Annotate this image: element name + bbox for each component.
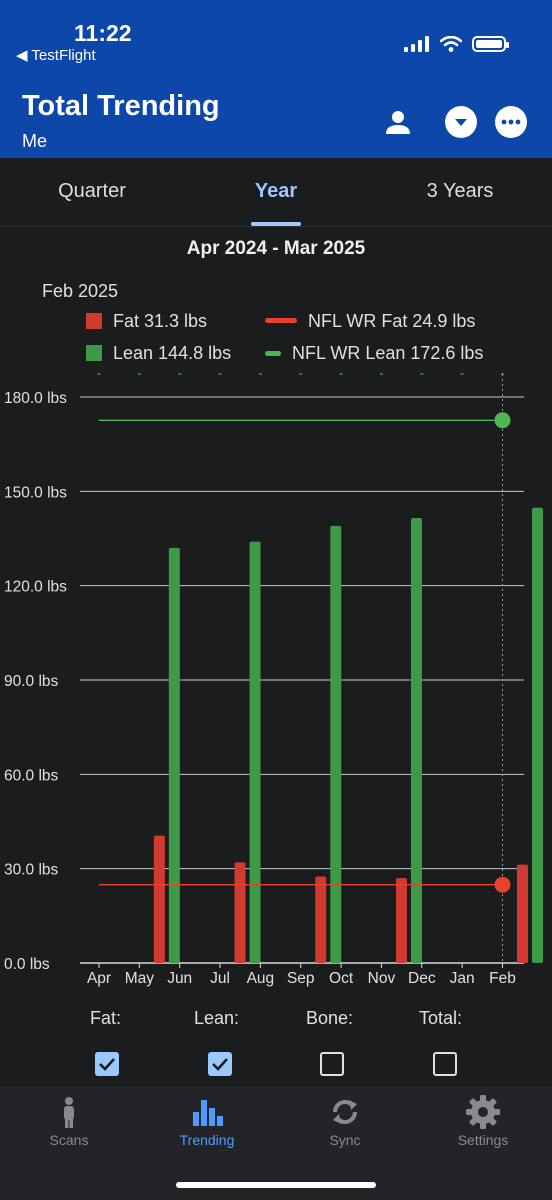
y-tick-label: 120.0 lbs <box>4 579 67 596</box>
lean-bar <box>249 541 261 963</box>
x-tick-label: Jun <box>167 970 192 987</box>
wifi-icon <box>440 36 462 52</box>
fat-bar <box>395 878 407 963</box>
y-tick-label: 180.0 lbs <box>4 390 67 407</box>
check-icon <box>99 1058 115 1071</box>
page-title: Total Trending <box>22 90 220 122</box>
lean-bar <box>330 525 342 963</box>
x-tick-label: Feb <box>489 970 516 987</box>
x-tick-label: Nov <box>368 970 396 987</box>
x-tick-label: May <box>125 970 155 987</box>
profile-name: Me <box>22 131 48 151</box>
legend-date: Feb 2025 <box>42 281 119 301</box>
fat-checkbox[interactable] <box>95 1052 119 1076</box>
nfl-lean-swatch <box>265 351 281 356</box>
bottom-tab-bar: Scans Trending Sync <box>0 1086 552 1200</box>
nfl-fat-swatch <box>265 318 297 323</box>
y-tick-label: 150.0 lbs <box>4 484 67 501</box>
active-tab-indicator <box>251 222 301 226</box>
fat-bar <box>153 835 165 963</box>
lean-bar <box>532 507 543 963</box>
check-icon <box>212 1058 228 1071</box>
fat-bar <box>517 864 528 963</box>
x-tick-label: Apr <box>87 970 111 987</box>
x-tick-label: Jul <box>210 970 230 987</box>
person-standing-icon <box>64 1097 74 1128</box>
chevron-down-icon[interactable] <box>445 106 477 138</box>
sync-icon <box>333 1100 357 1124</box>
lean-toggle-label: Lean: <box>194 1008 240 1028</box>
x-tick-label: Aug <box>247 970 275 987</box>
total-checkbox[interactable] <box>433 1052 457 1076</box>
fat-bar <box>234 862 246 963</box>
testflight-back-link[interactable]: ◀ TestFlight <box>16 47 96 64</box>
battery-icon <box>472 36 509 52</box>
x-tick-label: Oct <box>329 970 354 987</box>
gear-icon <box>466 1095 500 1129</box>
more-icon[interactable] <box>495 106 527 138</box>
nfl-lean-point <box>494 412 511 429</box>
tabbar-settings-label: Settings <box>457 1132 509 1148</box>
lean-checkbox[interactable] <box>208 1052 232 1076</box>
legend-nfl-fat: NFL WR Fat 24.9 lbs <box>308 311 476 331</box>
fat-toggle-label: Fat: <box>90 1008 122 1028</box>
home-indicator <box>176 1182 376 1188</box>
tabbar-scans-label: Scans <box>49 1132 89 1148</box>
x-tick-label: Dec <box>408 970 436 987</box>
bone-toggle-label: Bone: <box>306 1008 354 1028</box>
tab-quarter[interactable]: Quarter <box>58 180 126 202</box>
tabbar-trending-label: Trending <box>179 1132 235 1148</box>
lean-bar <box>168 547 180 963</box>
status-time: 11:22 <box>74 20 132 46</box>
status-icons <box>404 36 509 52</box>
legend-nfl-lean: NFL WR Lean 172.6 lbs <box>292 343 484 363</box>
y-tick-label: 0.0 lbs <box>4 956 50 973</box>
legend-lean: Lean 144.8 lbs <box>113 343 232 363</box>
total-toggle-label: Total: <box>419 1008 463 1028</box>
period-tabs: Quarter Year 3 Years <box>0 158 552 227</box>
bone-checkbox[interactable] <box>320 1052 344 1076</box>
fat-bar <box>315 876 327 963</box>
y-tick-label: 30.0 lbs <box>4 862 59 879</box>
y-tick-label: 60.0 lbs <box>4 767 59 784</box>
date-range: Apr 2024 - Mar 2025 <box>186 238 366 259</box>
x-tick-label: Jan <box>450 970 475 987</box>
tab-3-years[interactable]: 3 Years <box>426 180 494 202</box>
trend-chart[interactable]: 0.0 lbs 30.0 lbs 60.0 lbs 90.0 lbs 120.0 lbs… <box>0 370 552 1000</box>
cellular-signal-icon <box>404 36 429 52</box>
tab-year[interactable]: Year <box>254 180 298 202</box>
y-tick-label: 90.0 lbs <box>4 673 59 690</box>
lean-bar <box>410 518 422 963</box>
legend-fat: Fat 31.3 lbs <box>113 311 208 331</box>
person-icon[interactable] <box>382 106 414 138</box>
fat-swatch <box>86 313 102 329</box>
tabbar-sync-label: Sync <box>329 1132 361 1148</box>
bar-chart-icon <box>193 1100 223 1126</box>
lean-swatch <box>86 345 102 361</box>
nfl-fat-point <box>494 876 511 893</box>
header: 11:22 ◀ TestFlight Total Trending Me <box>0 0 552 158</box>
x-tick-label: Sep <box>287 970 315 987</box>
